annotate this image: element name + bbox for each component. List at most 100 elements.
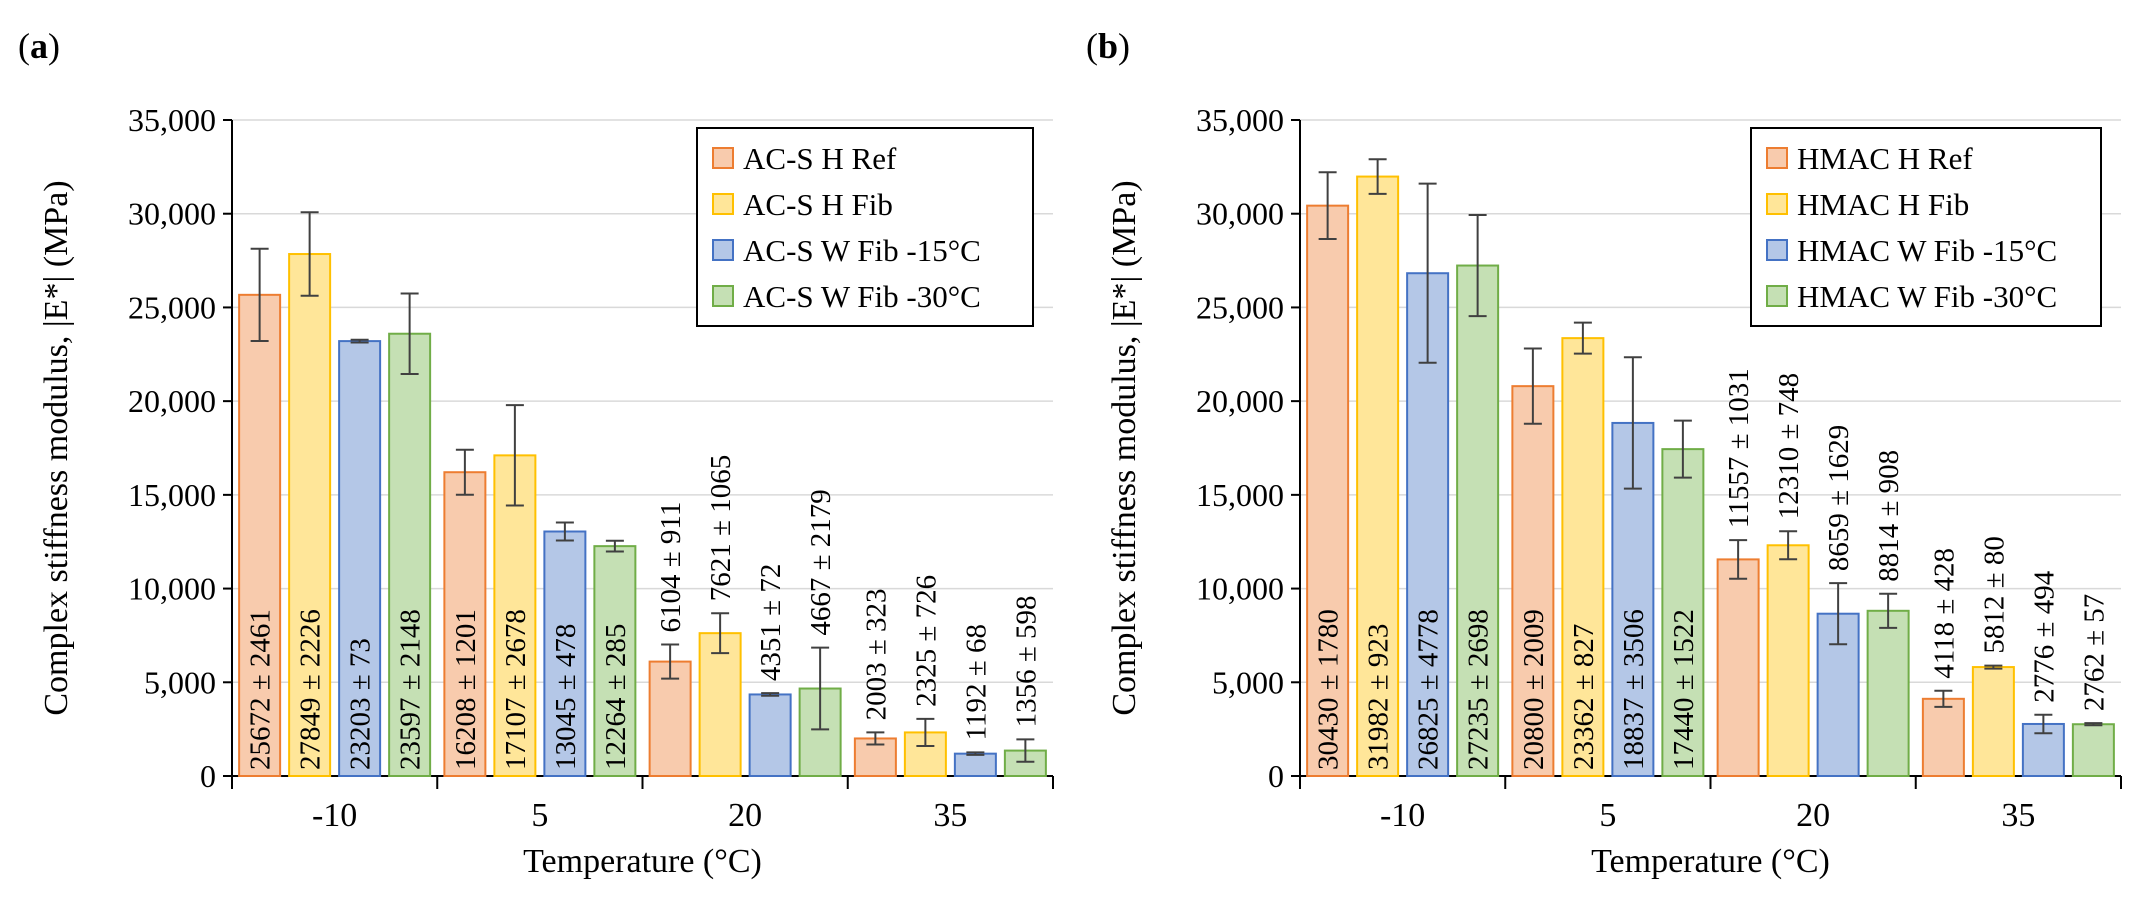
bar-w30: [1456, 264, 1500, 777]
legend-swatch-h-ref: [1766, 147, 1788, 169]
y-tick-label: 15,000: [128, 477, 216, 513]
y-tick-label: 25,000: [128, 289, 216, 325]
x-tick-label: 5: [1599, 797, 1616, 834]
bar-h-ref: [648, 660, 692, 778]
bar-w15: [338, 340, 382, 777]
legend-label: AC-S W Fib -30°C: [743, 279, 981, 314]
data-label: 13045 ± 478: [550, 624, 582, 770]
bar-w30: [1661, 448, 1705, 777]
legend-box: [696, 127, 1034, 327]
y-tick-label: 30,000: [1196, 196, 1284, 232]
panel-label-open: (: [18, 26, 30, 66]
bar-h-ref: [1921, 697, 1965, 777]
bar-w15: [953, 752, 997, 777]
y-axis-title: Complex stiffness modulus, |E*| (MPa): [1106, 180, 1143, 715]
legend-label: AC-S W Fib -15°C: [743, 233, 981, 268]
y-tick-label: 0: [200, 758, 216, 794]
data-label: 27849 ± 2226: [295, 609, 327, 770]
bar-w15: [543, 530, 587, 778]
data-label: 7621 ± 1065: [705, 455, 737, 601]
x-tick-label: 20: [1796, 797, 1830, 834]
y-tick-label: 5,000: [1212, 664, 1284, 700]
data-label: 27235 ± 2698: [1463, 609, 1495, 770]
x-tick-label: -10: [1380, 797, 1425, 834]
bar-h-fib: [493, 454, 537, 777]
x-tick-label: 5: [531, 797, 548, 834]
legend-label: HMAC W Fib -30°C: [1797, 279, 2057, 314]
bar-h-fib: [1356, 175, 1400, 778]
data-label: 5812 ± 80: [1978, 536, 2010, 653]
panel-label: (b): [1086, 26, 1130, 66]
data-label: 23597 ± 2148: [395, 609, 427, 770]
y-tick-label: 20,000: [1196, 383, 1284, 419]
y-axis-title: Complex stiffness modulus, |E*| (MPa): [38, 180, 75, 715]
data-label: 26825 ± 4778: [1413, 609, 1445, 770]
legend-label: HMAC H Ref: [1797, 141, 1973, 176]
data-label: 17107 ± 2678: [500, 609, 532, 770]
legend-label: HMAC W Fib -15°C: [1797, 233, 2057, 268]
data-label: 2003 ± 323: [860, 588, 892, 720]
data-label: 1356 ± 598: [1010, 595, 1042, 727]
x-tick-label: 35: [2001, 797, 2035, 834]
bar-h-ref: [238, 293, 282, 777]
data-label: 12264 ± 285: [600, 624, 632, 770]
data-label: 30430 ± 1780: [1313, 609, 1345, 770]
data-label: 12310 ± 748: [1773, 373, 1805, 519]
panel-label-letter: a: [30, 26, 48, 66]
bar-h-ref: [443, 471, 487, 777]
legend-swatch-w30: [1766, 285, 1788, 307]
panel-label-close: ): [48, 26, 60, 66]
data-label: 31982 ± 923: [1363, 624, 1395, 770]
data-label: 23203 ± 73: [345, 638, 377, 770]
legend-swatch-w30: [712, 285, 734, 307]
data-label: 2325 ± 726: [910, 575, 942, 707]
y-tick-label: 35,000: [128, 102, 216, 138]
y-tick-label: 5,000: [144, 664, 216, 700]
bar-w30: [2071, 723, 2115, 778]
bar-h-fib: [1766, 544, 1810, 778]
x-tick-label: 20: [728, 797, 762, 834]
data-label: 2762 ± 57: [2078, 594, 2110, 711]
y-tick-label: 30,000: [128, 196, 216, 232]
y-tick-label: 25,000: [1196, 289, 1284, 325]
data-label: 8814 ± 908: [1873, 450, 1905, 582]
data-label: 23362 ± 827: [1568, 624, 1600, 770]
data-label: 4667 ± 2179: [805, 489, 837, 635]
data-label: 8659 ± 1629: [1823, 425, 1855, 571]
bar-h-fib: [288, 253, 332, 778]
panel-label-close: ): [1118, 26, 1130, 66]
x-tick-label: -10: [312, 797, 357, 834]
bar-h-fib: [1561, 337, 1605, 777]
bar-w30: [1866, 609, 1910, 778]
y-tick-label: 0: [1268, 758, 1284, 794]
legend-swatch-h-ref: [712, 147, 734, 169]
data-label: 2776 ± 494: [2028, 570, 2060, 702]
chart-panel-a: (a) 0 5,000 10,000 15,000 20,000 25,000 30,000 3…: [18, 26, 1054, 880]
data-label: 16208 ± 1201: [450, 609, 482, 770]
data-label: 20800 ± 2009: [1518, 609, 1550, 770]
data-label: 1192 ± 68: [960, 624, 992, 740]
chart-panel-b: (b) 0 5,000 10,000 15,000 20,000 25,000 30,000 3…: [1068, 0, 2136, 902]
y-tick-label: 10,000: [1196, 571, 1284, 607]
data-label: 4118 ± 428: [1928, 548, 1960, 679]
panel-label: (a): [18, 26, 60, 66]
x-axis-title: Temperature (°C): [523, 843, 762, 880]
bar-w15: [748, 693, 792, 777]
bar-w30: [388, 332, 432, 777]
chart-b: (b) 0 5,000 10,000 15,000 20,000 25,000 30,000 3…: [1086, 26, 2122, 880]
bar-h-ref: [1716, 558, 1760, 777]
bar-h-fib: [698, 632, 742, 778]
legend-label: AC-S H Ref: [743, 141, 897, 176]
y-tick-label: 15,000: [1196, 477, 1284, 513]
legend-label: AC-S H Fib: [743, 187, 893, 222]
legend-swatch-w15: [712, 239, 734, 261]
panel-label-open: (: [1086, 26, 1098, 66]
bar-w30: [593, 545, 637, 777]
data-label: 6104 ± 911: [655, 502, 687, 633]
data-label: 11557 ± 1031: [1723, 368, 1755, 528]
y-tick-label: 20,000: [128, 383, 216, 419]
chart-a: (a) 0 5,000 10,000 15,000 20,000 25,000 30,000 3…: [18, 26, 1054, 880]
bar-h-fib: [1971, 666, 2015, 778]
y-tick-label: 35,000: [1196, 102, 1284, 138]
data-label: 17440 ± 1522: [1668, 609, 1700, 770]
